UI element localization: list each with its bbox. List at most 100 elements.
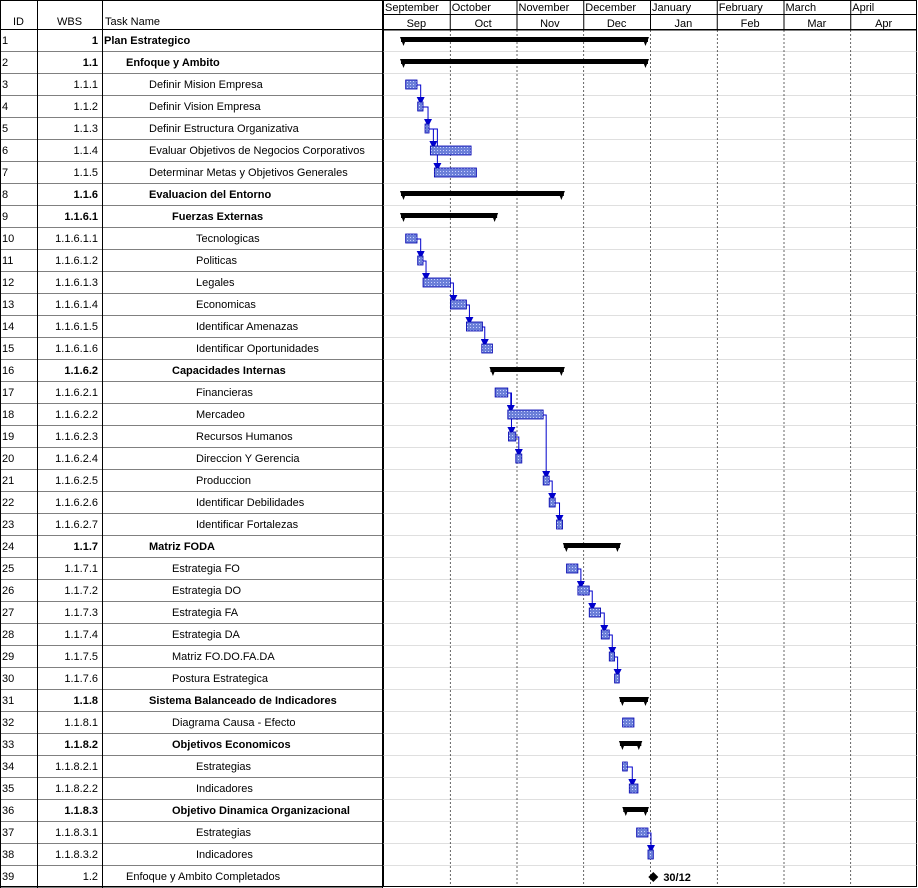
table-row[interactable]: 4 1.1.2 Definir Vision Empresa xyxy=(0,96,383,118)
table-row[interactable]: 37 1.1.8.3.1 Estrategias xyxy=(0,822,383,844)
table-row[interactable]: 17 1.1.6.2.1 Financieras xyxy=(0,382,383,404)
task-bar[interactable] xyxy=(433,167,477,178)
table-row[interactable]: 8 1.1.6 Evaluacion del Entorno xyxy=(0,184,383,206)
column-divider xyxy=(382,272,383,294)
task-id: 11 xyxy=(2,255,14,267)
table-row[interactable]: 34 1.1.8.2.1 Estrategias xyxy=(0,756,383,778)
column-divider xyxy=(382,866,383,888)
table-row[interactable]: 15 1.1.6.1.6 Identificar Oportunidades xyxy=(0,338,383,360)
task-bar[interactable] xyxy=(566,563,579,574)
table-row[interactable]: 19 1.1.6.2.3 Recursos Humanos xyxy=(0,426,383,448)
table-row[interactable]: 12 1.1.6.1.3 Legales xyxy=(0,272,383,294)
table-row[interactable]: 9 1.1.6.1 Fuerzas Externas xyxy=(0,206,383,228)
table-row[interactable]: 2 1.1 Enfoque y Ambito xyxy=(0,52,383,74)
task-id: 29 xyxy=(2,651,15,663)
row-divider xyxy=(0,403,383,404)
table-row[interactable]: 31 1.1.8 Sistema Balanceado de Indicadores xyxy=(0,690,383,712)
task-bar[interactable] xyxy=(405,79,418,90)
row-divider xyxy=(0,843,383,844)
task-bar[interactable] xyxy=(622,761,628,772)
task-wbs: 1.1.7.3 xyxy=(64,607,98,619)
task-bar[interactable] xyxy=(417,101,424,112)
table-row[interactable]: 18 1.1.6.2.2 Mercadeo xyxy=(0,404,383,426)
table-row[interactable]: 27 1.1.7.3 Estrategia FA xyxy=(0,602,383,624)
summary-bar[interactable] xyxy=(490,367,564,372)
task-wbs: 1.1.6 xyxy=(73,189,98,201)
summary-bar[interactable] xyxy=(401,213,498,218)
task-bar[interactable] xyxy=(628,783,639,794)
task-bar[interactable] xyxy=(481,343,493,354)
task-bar[interactable] xyxy=(494,387,509,398)
task-bar[interactable] xyxy=(588,607,601,618)
table-row[interactable]: 30 1.1.7.6 Postura Estrategica xyxy=(0,668,383,690)
task-wbs: 1.1.6.2 xyxy=(64,365,98,377)
task-bar[interactable] xyxy=(542,475,550,486)
row-divider xyxy=(0,425,383,426)
row-divider xyxy=(0,117,383,118)
summary-bar[interactable] xyxy=(619,697,648,702)
table-row[interactable]: 14 1.1.6.1.5 Identificar Amenazas xyxy=(0,316,383,338)
table-row[interactable]: 32 1.1.8.1 Diagrama Causa - Efecto xyxy=(0,712,383,734)
task-bar[interactable] xyxy=(508,431,517,442)
task-bar[interactable] xyxy=(608,651,615,662)
table-row[interactable]: 35 1.1.8.2.2 Indicadores xyxy=(0,778,383,800)
summary-bar-end-cap xyxy=(557,367,565,376)
table-row[interactable]: 39 1.2 Enfoque y Ambito Completados xyxy=(0,866,383,888)
table-row[interactable]: 11 1.1.6.1.2 Politicas xyxy=(0,250,383,272)
table-row[interactable]: 26 1.1.7.2 Estrategia DO xyxy=(0,580,383,602)
column-divider xyxy=(382,756,383,778)
table-row[interactable]: 22 1.1.6.2.6 Identificar Debilidades xyxy=(0,492,383,514)
summary-bar[interactable] xyxy=(619,741,642,746)
milestone-marker[interactable] xyxy=(648,872,659,882)
task-bar[interactable] xyxy=(577,585,590,596)
task-bar[interactable] xyxy=(422,277,451,288)
task-name: Mercadeo xyxy=(196,409,245,421)
table-row[interactable]: 5 1.1.3 Definir Estructura Organizativa xyxy=(0,118,383,140)
table-row[interactable]: 25 1.1.7.1 Estrategia FO xyxy=(0,558,383,580)
task-bar[interactable] xyxy=(600,629,610,640)
task-name: Evaluacion del Entorno xyxy=(149,189,272,201)
table-row[interactable]: 29 1.1.7.5 Matriz FO.DO.FA.DA xyxy=(0,646,383,668)
summary-bar[interactable] xyxy=(401,191,564,196)
task-bar[interactable] xyxy=(647,849,654,860)
table-row[interactable]: 28 1.1.7.4 Estrategia DA xyxy=(0,624,383,646)
table-row[interactable]: 7 1.1.5 Determinar Metas y Objetivos Gener… xyxy=(0,162,383,184)
column-divider xyxy=(0,558,1,580)
summary-bar[interactable] xyxy=(623,807,648,812)
dependency-link xyxy=(555,502,564,523)
table-row[interactable]: 16 1.1.6.2 Capacidades Internas xyxy=(0,360,383,382)
task-bar[interactable] xyxy=(507,409,544,420)
task-bar[interactable] xyxy=(614,673,620,684)
table-row[interactable]: 1 1 Plan Estrategico xyxy=(0,30,383,52)
task-bar[interactable] xyxy=(548,497,556,508)
task-bar[interactable] xyxy=(515,453,523,464)
table-row[interactable]: 24 1.1.7 Matriz FODA xyxy=(0,536,383,558)
table-row[interactable]: 38 1.1.8.3.2 Indicadores xyxy=(0,844,383,866)
task-bar[interactable] xyxy=(424,123,430,134)
task-bar[interactable] xyxy=(556,519,563,530)
task-bar[interactable] xyxy=(622,717,635,728)
table-row[interactable]: 13 1.1.6.1.4 Economicas xyxy=(0,294,383,316)
column-divider xyxy=(382,74,383,96)
table-row[interactable]: 36 1.1.8.3 Objetivo Dinamica Organizaciona… xyxy=(0,800,383,822)
table-row[interactable]: 23 1.1.6.2.7 Identificar Fortalezas xyxy=(0,514,383,536)
table-row[interactable]: 21 1.1.6.2.5 Produccion xyxy=(0,470,383,492)
task-bar[interactable] xyxy=(429,145,472,156)
column-divider xyxy=(37,558,38,580)
table-row[interactable]: 10 1.1.6.1.1 Tecnologicas xyxy=(0,228,383,250)
summary-bar[interactable] xyxy=(563,543,620,548)
task-bar[interactable] xyxy=(466,321,483,332)
dependency-link xyxy=(646,832,655,853)
task-bar[interactable] xyxy=(405,233,418,244)
task-bar[interactable] xyxy=(449,299,467,310)
task-bar[interactable] xyxy=(636,827,649,838)
table-row[interactable]: 3 1.1.1 Definir Mision Empresa xyxy=(0,74,383,96)
column-divider xyxy=(0,74,1,96)
task-bar[interactable] xyxy=(417,255,424,266)
table-row[interactable]: 20 1.1.6.2.4 Direccion Y Gerencia xyxy=(0,448,383,470)
summary-bar[interactable] xyxy=(401,37,648,42)
table-row[interactable]: 6 1.1.4 Evaluar Objetivos de Negocios Corp… xyxy=(0,140,383,162)
table-row[interactable]: 33 1.1.8.2 Objetivos Economicos xyxy=(0,734,383,756)
column-divider xyxy=(382,360,383,382)
summary-bar[interactable] xyxy=(401,59,648,64)
